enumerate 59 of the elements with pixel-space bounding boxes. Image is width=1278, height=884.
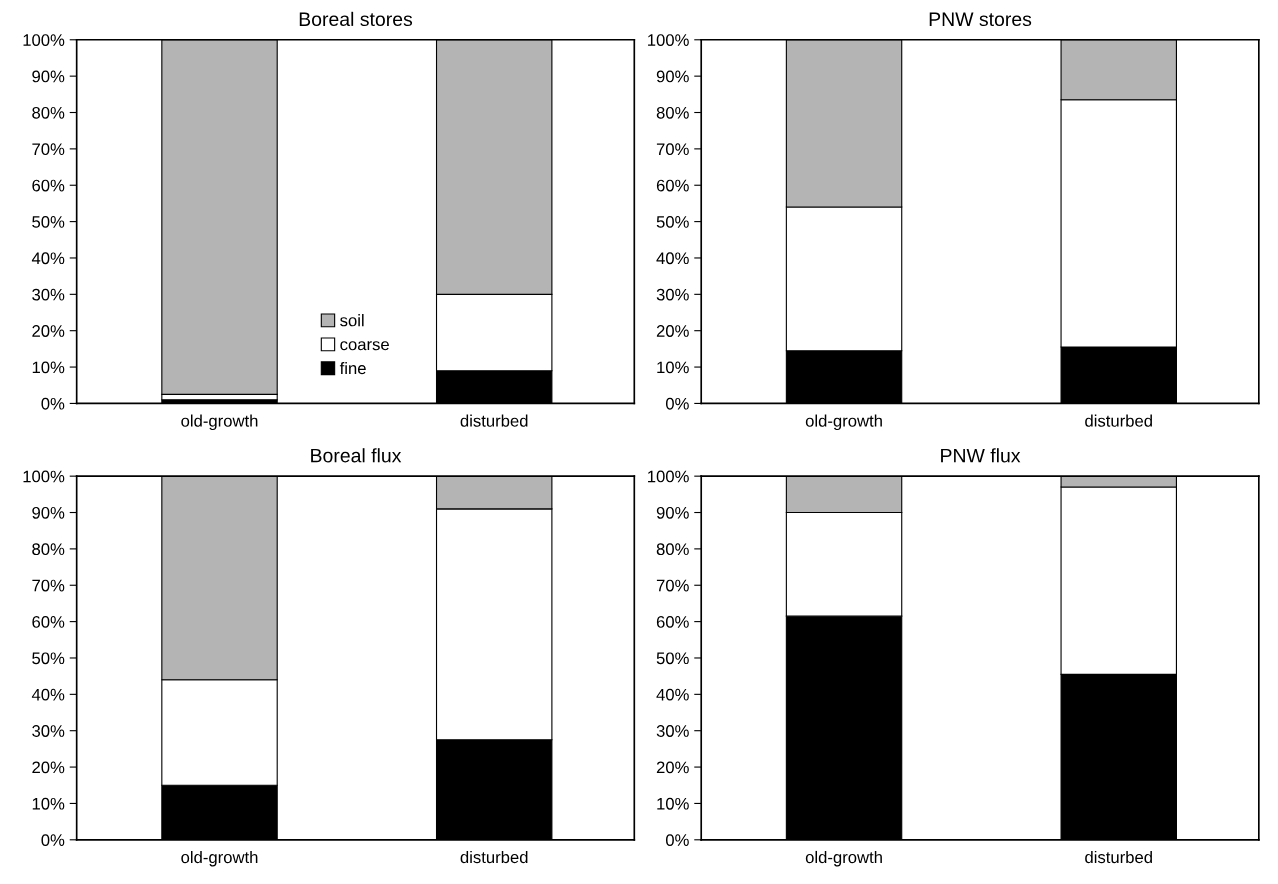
y-tick-label: 40% <box>31 252 65 265</box>
y-tick-label: 70% <box>656 579 689 592</box>
y-tick-label: 20% <box>656 761 689 774</box>
y-tick-label: 10% <box>32 361 65 374</box>
x-tick-label: old-growth <box>805 850 882 867</box>
y-tick-label: 90% <box>656 70 689 83</box>
y-tick-label: 80% <box>656 543 689 556</box>
y-tick-label: 90% <box>656 506 689 519</box>
y-tick-label: 30% <box>32 288 65 301</box>
y-tick-label: 40% <box>656 252 689 265</box>
legend-label: fine <box>339 361 366 375</box>
y-tick-label: 50% <box>656 216 689 228</box>
y-tick-label: 60% <box>32 179 65 192</box>
y-tick-label: 80% <box>32 543 65 556</box>
chart-title: Boreal flux <box>311 448 402 463</box>
y-tick-label: 60% <box>656 179 689 192</box>
y-tick-label: 70% <box>656 143 689 156</box>
y-tick-label: 50% <box>32 216 65 228</box>
y-tick-label: 100% <box>23 34 65 46</box>
legend-label: soil <box>340 314 364 327</box>
y-tick-label: 50% <box>32 652 65 665</box>
y-tick-label: 40% <box>31 688 65 701</box>
x-tick-label: old-growth <box>805 414 882 431</box>
y-tick-label: 100% <box>648 34 689 46</box>
chart-title: Boreal stores <box>299 11 413 27</box>
y-tick-label: 0% <box>41 834 65 846</box>
y-tick-label: 20% <box>656 325 689 337</box>
y-tick-label: 60% <box>656 616 689 628</box>
y-tick-label: 10% <box>32 797 65 810</box>
y-tick-label: 70% <box>32 579 65 592</box>
legend-label: coarse <box>340 341 389 351</box>
y-tick-label: 0% <box>665 397 689 410</box>
y-tick-label: 30% <box>32 725 65 737</box>
y-tick-label: 30% <box>656 288 689 301</box>
x-tick-label: old-growth <box>181 850 258 867</box>
y-tick-label: 20% <box>32 325 65 337</box>
y-tick-label: 90% <box>32 506 65 519</box>
y-tick-label: 0% <box>665 834 689 846</box>
y-tick-label: 30% <box>656 725 689 737</box>
x-tick-label: old-growth <box>181 414 258 431</box>
y-tick-label: 20% <box>32 761 65 774</box>
y-tick-label: 90% <box>32 70 65 83</box>
y-tick-label: 60% <box>32 616 65 628</box>
y-tick-label: 0% <box>41 397 65 410</box>
y-tick-label: 100% <box>648 470 689 483</box>
y-tick-label: 80% <box>32 106 65 119</box>
x-tick-label: disturbed <box>460 850 528 864</box>
y-tick-label: 100% <box>23 470 65 483</box>
x-tick-label: disturbed <box>460 414 528 427</box>
x-tick-label: disturbed <box>1085 414 1152 427</box>
y-tick-label: 80% <box>656 106 689 119</box>
y-tick-label: 50% <box>656 652 689 665</box>
x-tick-label: disturbed <box>1085 850 1152 864</box>
chart-title: PNW flux <box>941 448 1021 463</box>
y-tick-label: 40% <box>656 688 689 701</box>
y-tick-label: 10% <box>657 797 689 810</box>
y-tick-label: 70% <box>32 143 65 156</box>
chart-title: PNW stores <box>929 12 1032 27</box>
y-tick-label: 10% <box>657 361 689 374</box>
